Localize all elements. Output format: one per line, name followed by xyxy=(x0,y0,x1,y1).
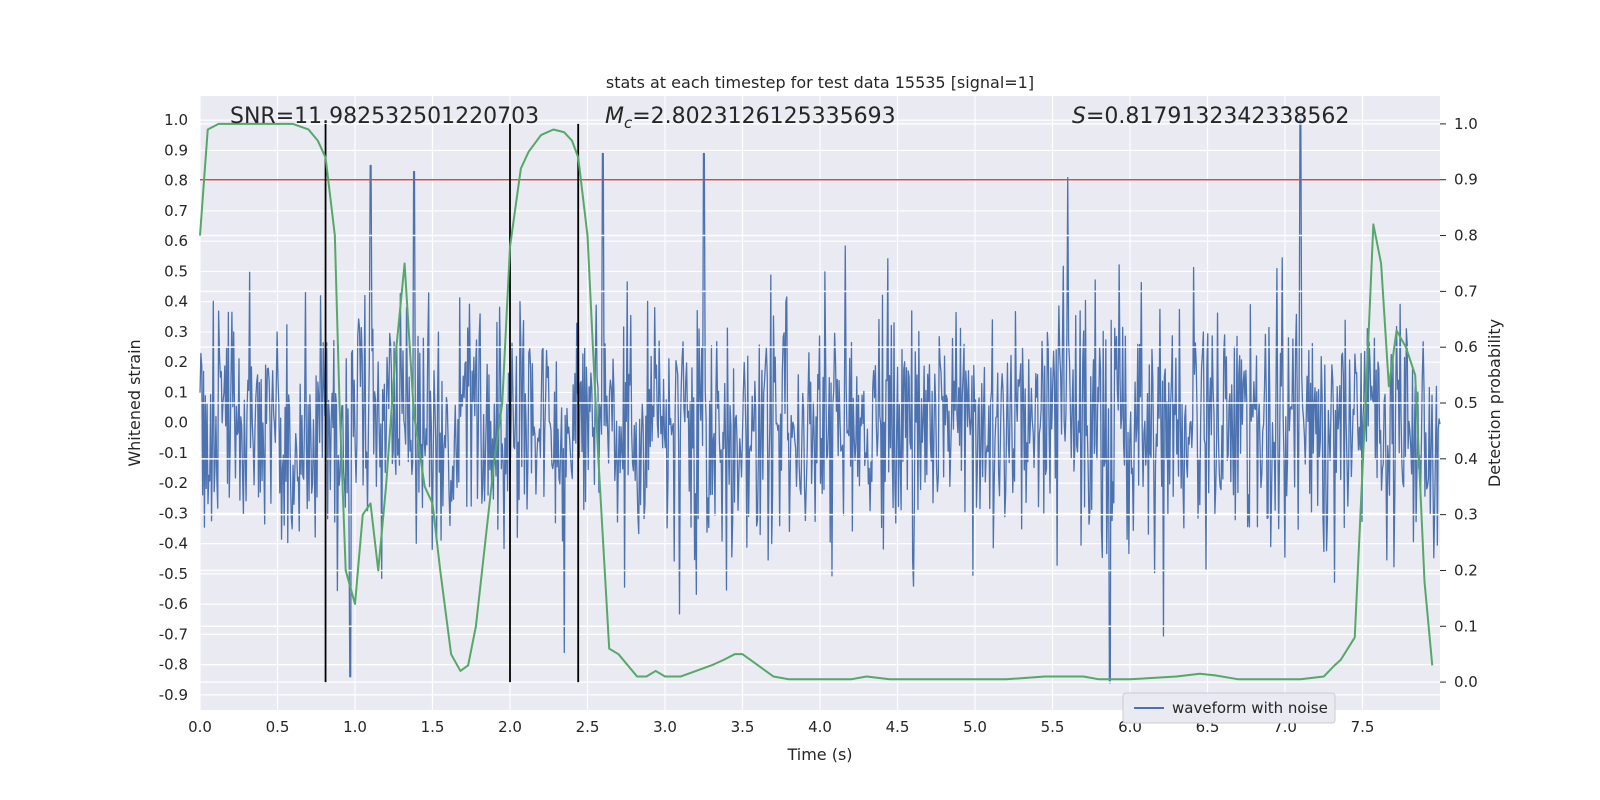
x-tick-label: 0.0 xyxy=(188,718,212,736)
y-left-tick-label: 0.9 xyxy=(164,141,188,159)
legend-box xyxy=(1122,692,1336,724)
y-left-tick-label: 0.4 xyxy=(164,293,188,311)
chirp-mass-value: =2.8023126125335693 xyxy=(632,104,895,129)
s-annotation: S=0.8179132342338562 xyxy=(1072,104,1349,129)
x-tick-label: 3.0 xyxy=(653,718,677,736)
y-left-tick-label: -0.4 xyxy=(159,535,188,553)
y-axis-right-ticks: 1.0 0.9 0.8 0.7 0.6 0.5 0.4 0.3 0.2 0.1 0.0 xyxy=(1440,115,1478,691)
y-right-tick-label: 0.8 xyxy=(1454,227,1478,245)
y-left-tick-label: -0.1 xyxy=(159,444,188,462)
x-tick-label: 0.5 xyxy=(266,718,290,736)
x-tick-label: 4.5 xyxy=(886,718,910,736)
legend-entry-waveform: waveform with noise xyxy=(1172,699,1328,717)
x-tick-label: 2.0 xyxy=(498,718,522,736)
y-left-tick-label: 0.5 xyxy=(164,262,188,280)
y-left-tick-label: -0.2 xyxy=(159,474,188,492)
y-left-tick-label: -0.6 xyxy=(159,595,188,613)
x-tick-label: 5.0 xyxy=(963,718,987,736)
legend: waveform with noise xyxy=(1122,692,1336,724)
y-left-tick-label: 0.6 xyxy=(164,232,188,250)
chirp-mass-subscript: c xyxy=(624,114,633,132)
waveform-line xyxy=(199,119,1441,684)
y-right-tick-label: 1.0 xyxy=(1454,115,1478,133)
y-left-tick-label: -0.8 xyxy=(159,656,188,674)
y-right-tick-label: 0.3 xyxy=(1454,506,1478,524)
vertical-markers xyxy=(324,123,580,683)
y-axis-left-label: Whitened strain xyxy=(125,339,144,466)
x-axis-label: Time (s) xyxy=(786,745,852,764)
y-left-tick-label: 0.7 xyxy=(164,202,188,220)
x-tick-label: 1.0 xyxy=(343,718,367,736)
y-right-tick-label: 0.6 xyxy=(1454,338,1478,356)
x-tick-label: 7.5 xyxy=(1351,718,1375,736)
y-left-tick-label: 0.0 xyxy=(164,414,188,432)
y-left-tick-label: 0.8 xyxy=(164,172,188,190)
x-tick-label: 4.0 xyxy=(808,718,832,736)
x-tick-label: 2.5 xyxy=(576,718,600,736)
probability-series xyxy=(199,122,1434,681)
y-right-tick-label: 0.7 xyxy=(1454,282,1478,300)
y-axis-left-ticks: 1.0 0.9 0.8 0.7 0.6 0.5 0.4 0.3 0.2 0.1 0.0 -0.1 -0.… xyxy=(159,111,188,704)
chirp-mass-symbol: M xyxy=(605,104,624,129)
y-right-tick-label: 0.4 xyxy=(1454,450,1478,468)
x-tick-label: 5.5 xyxy=(1041,718,1065,736)
y-right-tick-label: 0.2 xyxy=(1454,561,1478,579)
y-left-tick-label: 0.2 xyxy=(164,353,188,371)
chart-title: stats at each timestep for test data 155… xyxy=(606,73,1034,92)
waveform-series xyxy=(199,119,1441,684)
y-left-tick-label: 0.3 xyxy=(164,323,188,341)
chirp-mass-annotation: Mc=2.8023126125335693 xyxy=(605,104,896,132)
s-value: =0.8179132342338562 xyxy=(1086,104,1349,129)
y-left-tick-label: -0.5 xyxy=(159,565,188,583)
y-left-tick-label: 0.1 xyxy=(164,383,188,401)
probability-line xyxy=(199,122,1434,681)
y-axis-right-label: Detection probability xyxy=(1485,319,1504,487)
x-tick-label: 3.5 xyxy=(731,718,755,736)
y-right-tick-label: 0.5 xyxy=(1454,394,1478,412)
y-left-tick-label: 1.0 xyxy=(164,111,188,129)
x-tick-label: 1.5 xyxy=(421,718,445,736)
y-left-tick-label: -0.9 xyxy=(159,686,188,704)
y-right-tick-label: 0.1 xyxy=(1454,617,1478,635)
y-left-tick-label: -0.3 xyxy=(159,504,188,522)
y-left-tick-label: -0.7 xyxy=(159,625,188,643)
snr-annotation: SNR=11.982532501220703 xyxy=(230,104,539,129)
y-right-tick-label: 0.0 xyxy=(1454,673,1478,691)
y-right-tick-label: 0.9 xyxy=(1454,171,1478,189)
s-symbol: S xyxy=(1072,104,1086,129)
